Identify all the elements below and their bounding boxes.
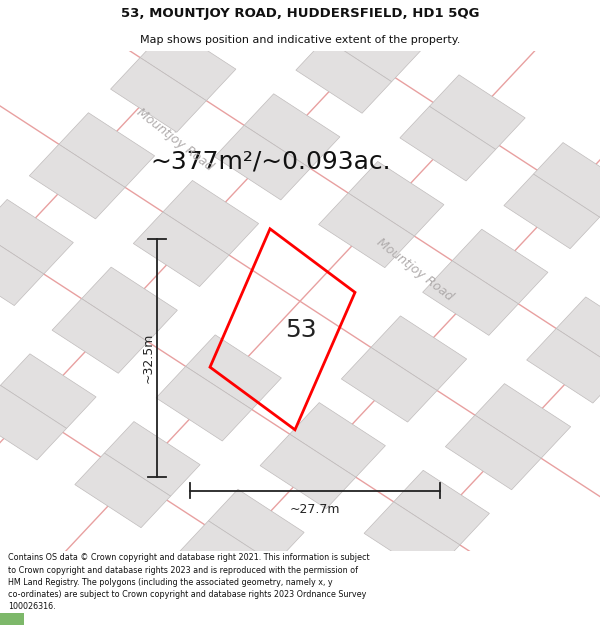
Polygon shape	[0, 231, 44, 306]
Polygon shape	[283, 589, 379, 625]
Polygon shape	[156, 366, 252, 441]
Polygon shape	[244, 94, 340, 168]
Polygon shape	[364, 502, 460, 576]
Text: ~32.5m: ~32.5m	[141, 332, 154, 383]
Polygon shape	[1, 354, 96, 429]
Text: Contains OS data © Crown copyright and database right 2021. This information is : Contains OS data © Crown copyright and d…	[8, 554, 370, 611]
Polygon shape	[104, 421, 200, 496]
Polygon shape	[533, 142, 600, 217]
Text: ~27.7m: ~27.7m	[290, 503, 340, 516]
Polygon shape	[163, 181, 259, 255]
Polygon shape	[319, 193, 415, 268]
Text: ~377m²/~0.093ac.: ~377m²/~0.093ac.	[150, 149, 391, 173]
Text: Mountjoy Road: Mountjoy Road	[374, 236, 455, 304]
Polygon shape	[556, 297, 600, 371]
Polygon shape	[0, 386, 67, 460]
Polygon shape	[348, 161, 444, 236]
Polygon shape	[296, 39, 392, 113]
Polygon shape	[452, 229, 548, 304]
Polygon shape	[313, 557, 408, 625]
Polygon shape	[260, 434, 356, 509]
Polygon shape	[400, 106, 496, 181]
Polygon shape	[59, 112, 155, 188]
Polygon shape	[394, 470, 490, 545]
Polygon shape	[208, 489, 304, 564]
Polygon shape	[140, 26, 236, 101]
Polygon shape	[527, 329, 600, 403]
Polygon shape	[325, 7, 421, 82]
Polygon shape	[445, 415, 541, 490]
Text: 53, MOUNTJOY ROAD, HUDDERSFIELD, HD1 5QG: 53, MOUNTJOY ROAD, HUDDERSFIELD, HD1 5QG	[121, 8, 479, 21]
Text: 53: 53	[284, 318, 316, 341]
Polygon shape	[52, 299, 148, 373]
Text: Mountjoy Road: Mountjoy Road	[134, 106, 215, 174]
Bar	[0, 613, 24, 625]
Polygon shape	[185, 335, 281, 409]
Polygon shape	[0, 199, 73, 274]
Polygon shape	[215, 125, 310, 200]
Polygon shape	[341, 348, 437, 422]
Polygon shape	[422, 261, 518, 336]
Polygon shape	[371, 316, 467, 391]
Polygon shape	[82, 267, 178, 342]
Polygon shape	[75, 453, 170, 528]
Polygon shape	[179, 521, 275, 596]
Polygon shape	[475, 384, 571, 458]
Polygon shape	[133, 212, 229, 287]
Text: Map shows position and indicative extent of the property.: Map shows position and indicative extent…	[140, 35, 460, 45]
Polygon shape	[192, 0, 287, 46]
Polygon shape	[221, 0, 317, 14]
Polygon shape	[290, 402, 385, 478]
Polygon shape	[504, 174, 599, 249]
Polygon shape	[430, 75, 525, 149]
Polygon shape	[110, 58, 206, 132]
Polygon shape	[29, 144, 125, 219]
